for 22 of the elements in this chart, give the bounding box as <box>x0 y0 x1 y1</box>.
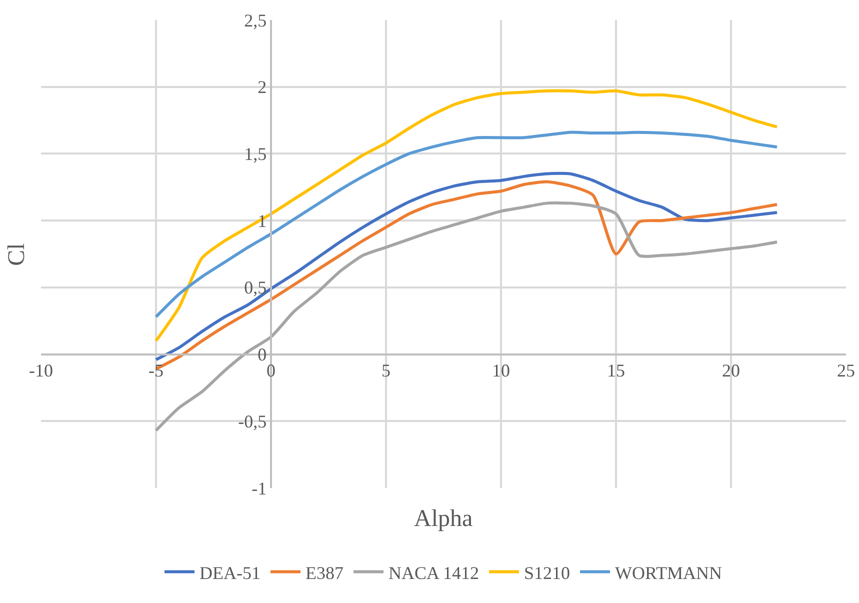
y-tick-label: 1,5 <box>244 144 267 164</box>
y-tick-label: -1 <box>252 478 267 498</box>
legend-label: S1210 <box>524 562 570 583</box>
y-tick-label: 0 <box>258 344 267 365</box>
x-tick-label: 15 <box>607 360 625 381</box>
x-axis-title: Alpha <box>414 506 473 532</box>
x-tick-label: 20 <box>722 360 740 381</box>
x-tick-label: -5 <box>148 360 164 381</box>
y-tick-label: 2 <box>258 77 267 98</box>
x-tick-label: -10 <box>29 360 53 381</box>
legend-label: E387 <box>306 562 344 583</box>
legend-label: NACA 1412 <box>388 562 480 583</box>
x-tick-label: 25 <box>837 360 855 381</box>
y-axis-title: Cl <box>4 242 30 266</box>
x-tick-label: 5 <box>382 360 390 381</box>
y-tick-label: -0,5 <box>238 411 267 432</box>
y-tick-label: 0,5 <box>244 278 267 298</box>
line-series <box>154 130 778 318</box>
x-tick-label: 10 <box>492 360 510 381</box>
y-tick-label: 2,5 <box>244 10 267 30</box>
legend-label: WORTMANN <box>615 562 722 583</box>
legend-label: DEA-51 <box>200 562 260 583</box>
